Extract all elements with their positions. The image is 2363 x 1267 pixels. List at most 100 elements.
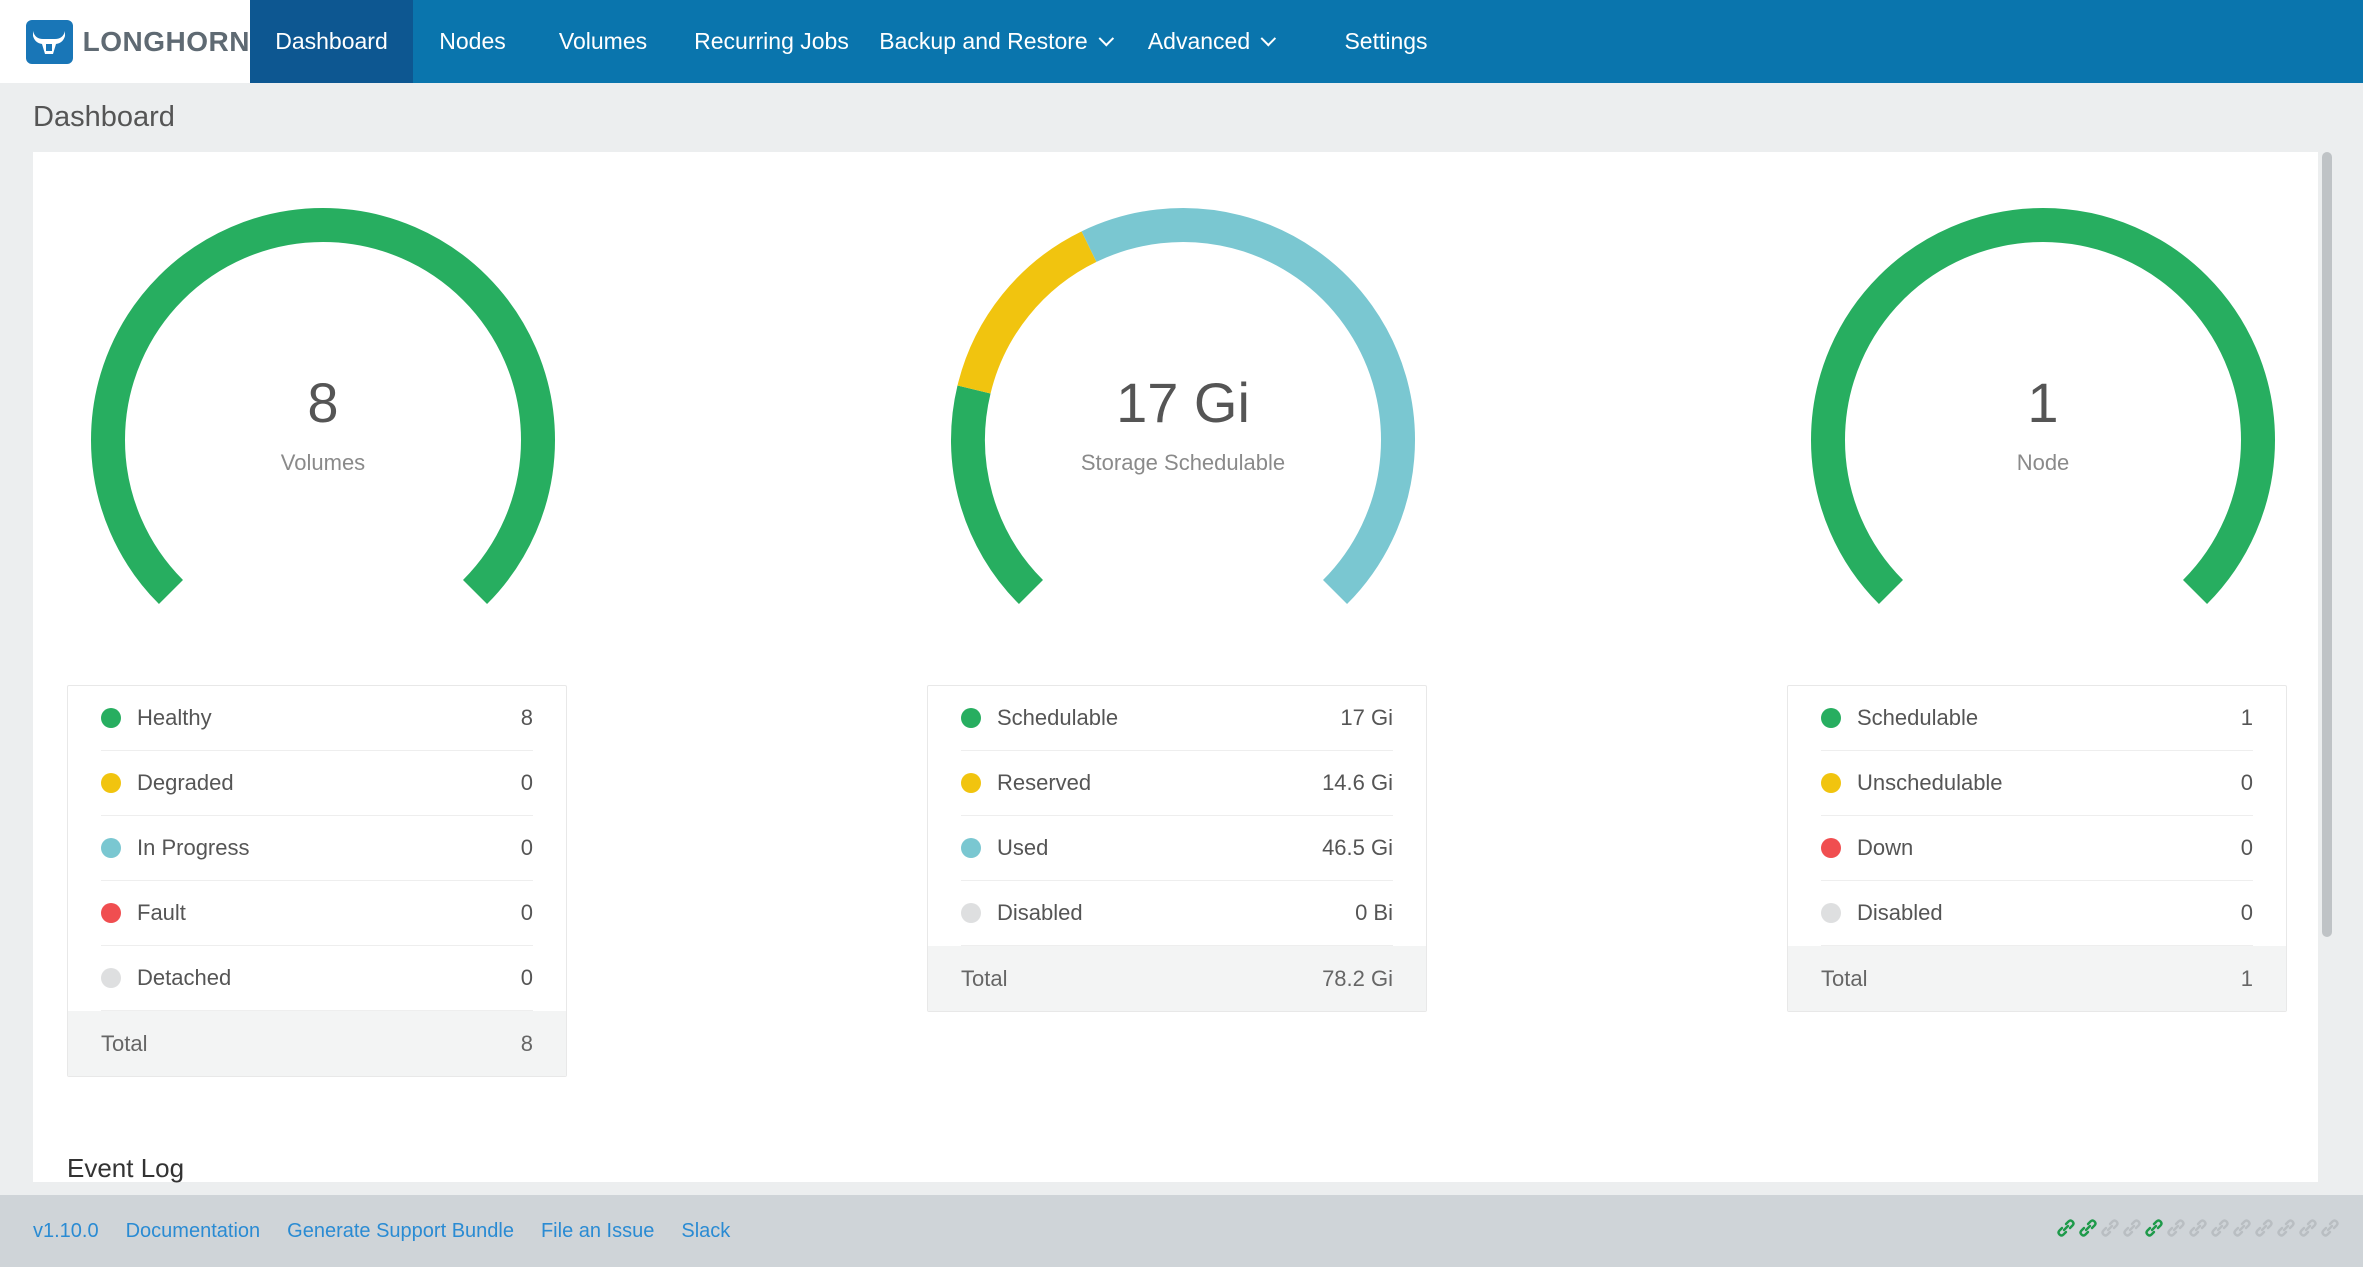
- link-icon: [2167, 1219, 2185, 1237]
- legend-count: 0: [2240, 900, 2253, 925]
- link-icon: [2189, 1219, 2207, 1237]
- legend-row-disabled[interactable]: Disabled 0 Bi: [961, 881, 1393, 946]
- legend-name: Degraded: [137, 770, 234, 795]
- legend-row-schedulable[interactable]: Schedulable 1: [1821, 686, 2253, 751]
- legend-count: 1: [2240, 705, 2253, 730]
- legend-total: Total 1: [1788, 946, 2286, 1011]
- scrollbar[interactable]: [2322, 152, 2332, 937]
- legend-row-fault[interactable]: Fault 0: [101, 881, 533, 946]
- status-dot: [1821, 708, 1841, 728]
- status-dot: [101, 903, 121, 923]
- legend-name: Fault: [137, 900, 186, 925]
- volumes-legend: Healthy 8 Degraded 0 In Progress 0 Fault…: [67, 685, 567, 1077]
- nav-dashboard[interactable]: Dashboard: [250, 0, 413, 83]
- legend-name: Used: [997, 835, 1049, 860]
- file-an-issue-link[interactable]: File an Issue: [540, 1219, 655, 1242]
- gauge-value: 8: [307, 371, 339, 434]
- legend-count: 14.6 Gi: [1322, 770, 1393, 795]
- legend-total: Total 8: [68, 1011, 566, 1076]
- legend-count: 0 Bi: [1355, 900, 1393, 925]
- link-icon: [2211, 1219, 2229, 1237]
- legend-name: Healthy: [137, 705, 212, 730]
- nav-backup-and-restore[interactable]: Backup and Restore: [869, 0, 1119, 83]
- volumes-gauge-arc: [91, 208, 555, 605]
- link-icon: [2079, 1219, 2097, 1237]
- legend-total-count: 8: [520, 1030, 533, 1056]
- legend-count: 0: [520, 770, 533, 795]
- nav-advanced[interactable]: Advanced: [1119, 0, 1300, 83]
- node-legend: Schedulable 1 Unschedulable 0 Down 0 Dis…: [1787, 685, 2287, 1012]
- legend-count: 0: [2240, 770, 2253, 795]
- chevron-down-icon: [1260, 30, 1277, 47]
- link-icon: [2299, 1219, 2317, 1237]
- top-nav: LONGHORN Dashboard Nodes Volumes Recurri…: [0, 0, 2363, 83]
- legend-count: 0: [520, 835, 533, 860]
- legend-row-schedulable[interactable]: Schedulable 17 Gi: [961, 686, 1393, 751]
- legend-total-count: 78.2 Gi: [1322, 965, 1393, 991]
- legend-row-used[interactable]: Used 46.5 Gi: [961, 816, 1393, 881]
- legend-row-detached[interactable]: Detached 0: [101, 946, 533, 1011]
- link-icon: [2101, 1219, 2119, 1237]
- legend-name: Schedulable: [1857, 705, 1979, 730]
- gauge-label: Node: [2016, 450, 2070, 475]
- gauge-segment-yellow: [957, 231, 1097, 394]
- legend-name: Detached: [137, 965, 232, 990]
- longhorn-logo-icon: [26, 19, 73, 64]
- slack-link[interactable]: Slack: [681, 1219, 731, 1242]
- nav-nodes-label: Nodes: [439, 28, 506, 54]
- documentation-link[interactable]: Documentation: [125, 1219, 261, 1242]
- status-dot: [1821, 773, 1841, 793]
- logo[interactable]: LONGHORN: [0, 0, 250, 83]
- legend-row-in-progress[interactable]: In Progress 0: [101, 816, 533, 881]
- status-dot: [101, 968, 121, 988]
- legend-total-count: 1: [2240, 965, 2253, 991]
- legend-row-unschedulable[interactable]: Unschedulable 0: [1821, 751, 2253, 816]
- gauge-label: Volumes: [280, 450, 366, 475]
- link-icon: [2123, 1219, 2141, 1237]
- chevron-down-icon: [1098, 30, 1114, 47]
- node-gauge-arc: [1811, 208, 2275, 605]
- nav-volumes-label: Volumes: [558, 28, 648, 54]
- nav-settings[interactable]: Settings: [1300, 0, 1472, 83]
- legend-count: 0: [520, 965, 533, 990]
- nav-recurring-jobs-label: Recurring Jobs: [694, 28, 849, 54]
- volumes-gauge[interactable]: 8 Volumes: [83, 200, 563, 620]
- legend-name: Reserved: [997, 770, 1092, 795]
- legend-name: In Progress: [137, 835, 250, 860]
- legend-name: Down: [1857, 835, 1914, 860]
- nav-volumes[interactable]: Volumes: [532, 0, 674, 83]
- legend-total-label: Total: [961, 965, 1008, 991]
- status-dot: [1821, 838, 1841, 858]
- gauge-segment-green: [1811, 208, 2275, 605]
- link-icon: [2057, 1219, 2075, 1237]
- status-dot: [961, 708, 981, 728]
- footer: v1.10.0 Documentation Generate Support B…: [0, 1195, 2363, 1267]
- legend-count: 46.5 Gi: [1322, 835, 1393, 860]
- legend-count: 0: [2240, 835, 2253, 860]
- legend-row-reserved[interactable]: Reserved 14.6 Gi: [961, 751, 1393, 816]
- status-dot: [101, 708, 121, 728]
- status-dot: [961, 838, 981, 858]
- gauge-segment-blue: [1081, 208, 1415, 605]
- link-icon: [2233, 1219, 2251, 1237]
- legend-row-disabled[interactable]: Disabled 0: [1821, 881, 2253, 946]
- legend-total: Total 78.2 Gi: [928, 946, 1426, 1011]
- node-gauge[interactable]: 1 Node: [1803, 200, 2283, 620]
- gauge-label: Storage Schedulable: [1080, 450, 1286, 475]
- nav-recurring-jobs[interactable]: Recurring Jobs: [674, 0, 869, 83]
- legend-row-down[interactable]: Down 0: [1821, 816, 2253, 881]
- storage-gauge-arc: [951, 208, 1415, 605]
- logo-text: LONGHORN: [82, 25, 250, 57]
- nav-nodes[interactable]: Nodes: [413, 0, 532, 83]
- legend-row-degraded[interactable]: Degraded 0: [101, 751, 533, 816]
- page-title: Dashboard: [33, 101, 175, 133]
- legend-row-healthy[interactable]: Healthy 8: [101, 686, 533, 751]
- legend-name: Disabled: [997, 900, 1083, 925]
- event-log-heading: Event Log: [67, 1153, 185, 1183]
- version-link[interactable]: v1.10.0: [33, 1219, 99, 1242]
- legend-total-label: Total: [1821, 965, 1868, 991]
- legend-count: 8: [520, 705, 533, 730]
- status-dot: [1821, 903, 1841, 923]
- generate-support-bundle-link[interactable]: Generate Support Bundle: [287, 1219, 514, 1242]
- storage-gauge[interactable]: 17 Gi Storage Schedulable: [943, 200, 1423, 620]
